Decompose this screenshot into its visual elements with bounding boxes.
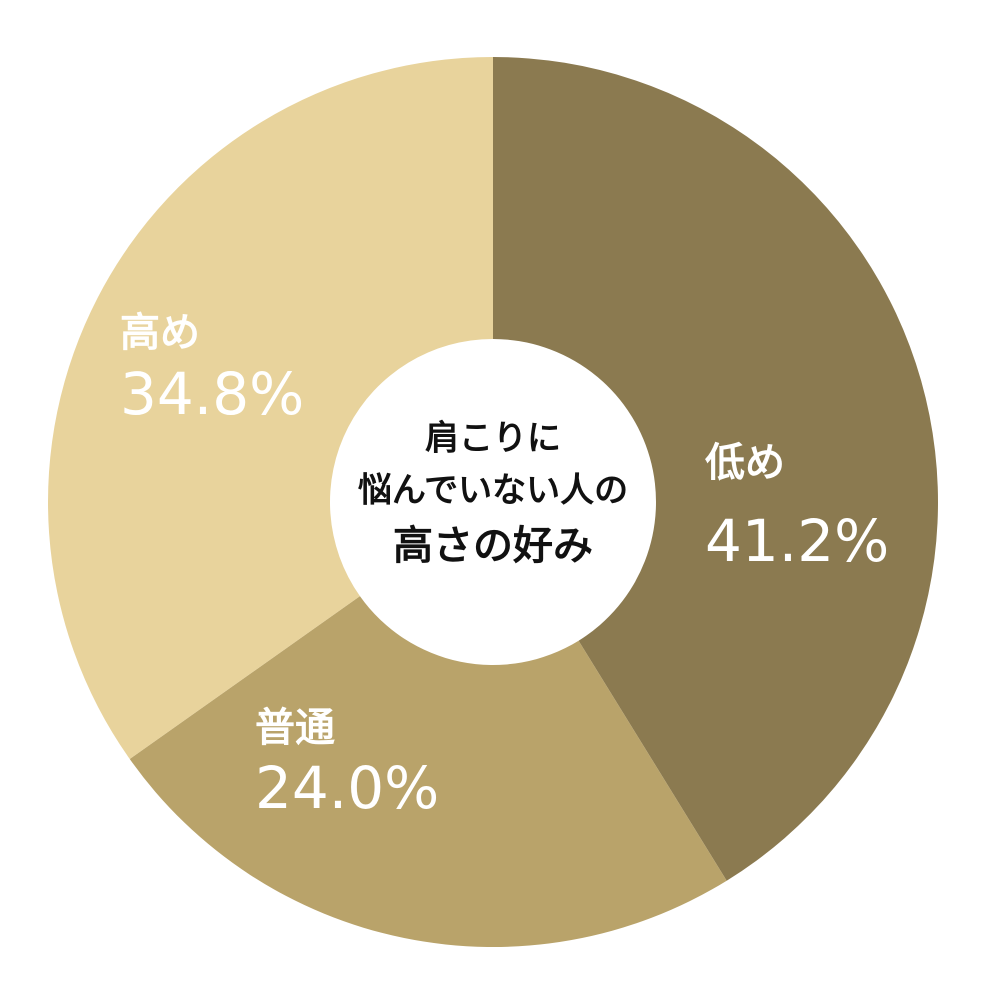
center-text: 悩んでいない人の <box>358 471 628 511</box>
slice-value: 34.8% <box>120 360 304 428</box>
slice-name: 低め <box>705 440 785 486</box>
slice <box>129 596 727 947</box>
center-text: 肩こりに <box>425 419 561 459</box>
slice <box>493 57 939 881</box>
slice-name: 普通 <box>255 705 335 751</box>
slice-value: 24.0% <box>255 754 439 822</box>
slice <box>48 57 493 760</box>
slice-value: 41.2% <box>705 507 889 575</box>
center-text: 高さの好み <box>393 523 593 569</box>
slice-name: 高め <box>120 310 200 356</box>
